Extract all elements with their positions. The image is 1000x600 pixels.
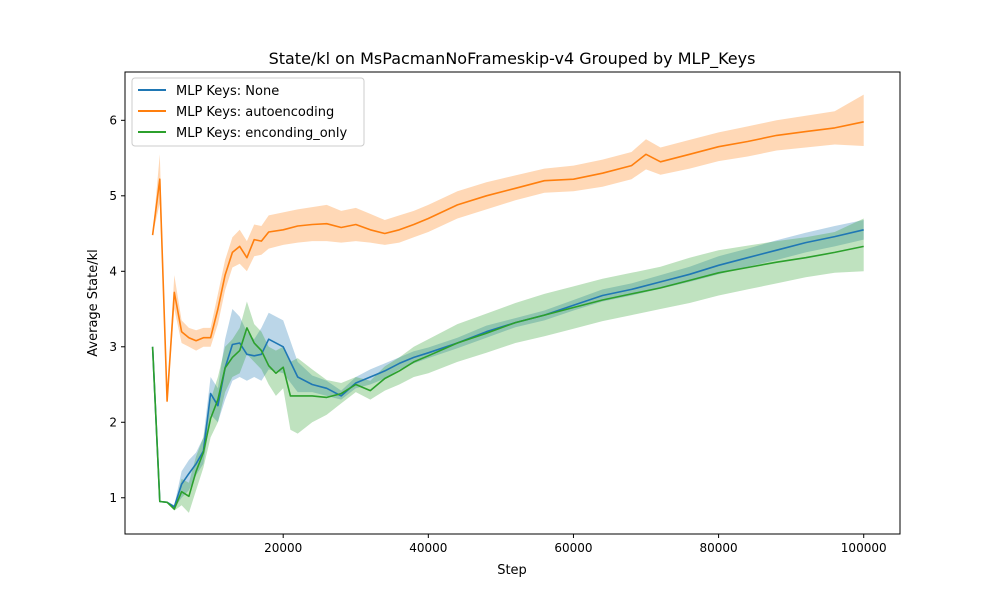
confidence-bands [152,94,864,513]
legend-label-mlp-keys-none: MLP Keys: None [176,84,279,99]
x-axis-label: Step [497,563,527,578]
chart-title: State/kl on MsPacmanNoFrameskip-v4 Group… [269,49,756,69]
band-mlp-keys-autoencoding [152,94,864,404]
plot-area-frame [124,71,901,535]
y-axis-ticks: 1 2 3 4 5 6 [109,113,125,505]
y-axis-label: Average State/kl [86,249,101,356]
series-lines [151,121,864,510]
legend-label-mlp-keys-autoencoding: MLP Keys: autoencoding [176,105,334,120]
line-mlp-keys-enconding-only [151,245,864,510]
y-tick-label: 6 [109,113,117,127]
y-tick-label: 1 [109,491,117,505]
y-tick-label: 4 [109,264,117,278]
x-axis-ticks: 20000 40000 60000 80000 100000 [264,534,887,555]
legend-label-mlp-keys-enconding-only: MLP Keys: enconding_only [176,126,348,141]
band-mlp-keys-none [152,220,864,509]
x-tick-label: 80000 [699,541,737,555]
legend-box [131,77,365,147]
x-tick-label: 60000 [554,541,592,555]
legend: MLP Keys: None MLP Keys: autoencoding MLP … [131,77,365,147]
y-tick-label: 2 [109,415,117,429]
x-tick-label: 20000 [264,541,302,555]
y-tick-label: 3 [109,340,117,354]
x-tick-label: 100000 [841,541,887,555]
line-mlp-keys-autoencoding [151,121,864,402]
x-tick-label: 40000 [409,541,447,555]
y-tick-label: 5 [109,189,117,203]
band-mlp-keys-enconding-only [152,218,864,513]
